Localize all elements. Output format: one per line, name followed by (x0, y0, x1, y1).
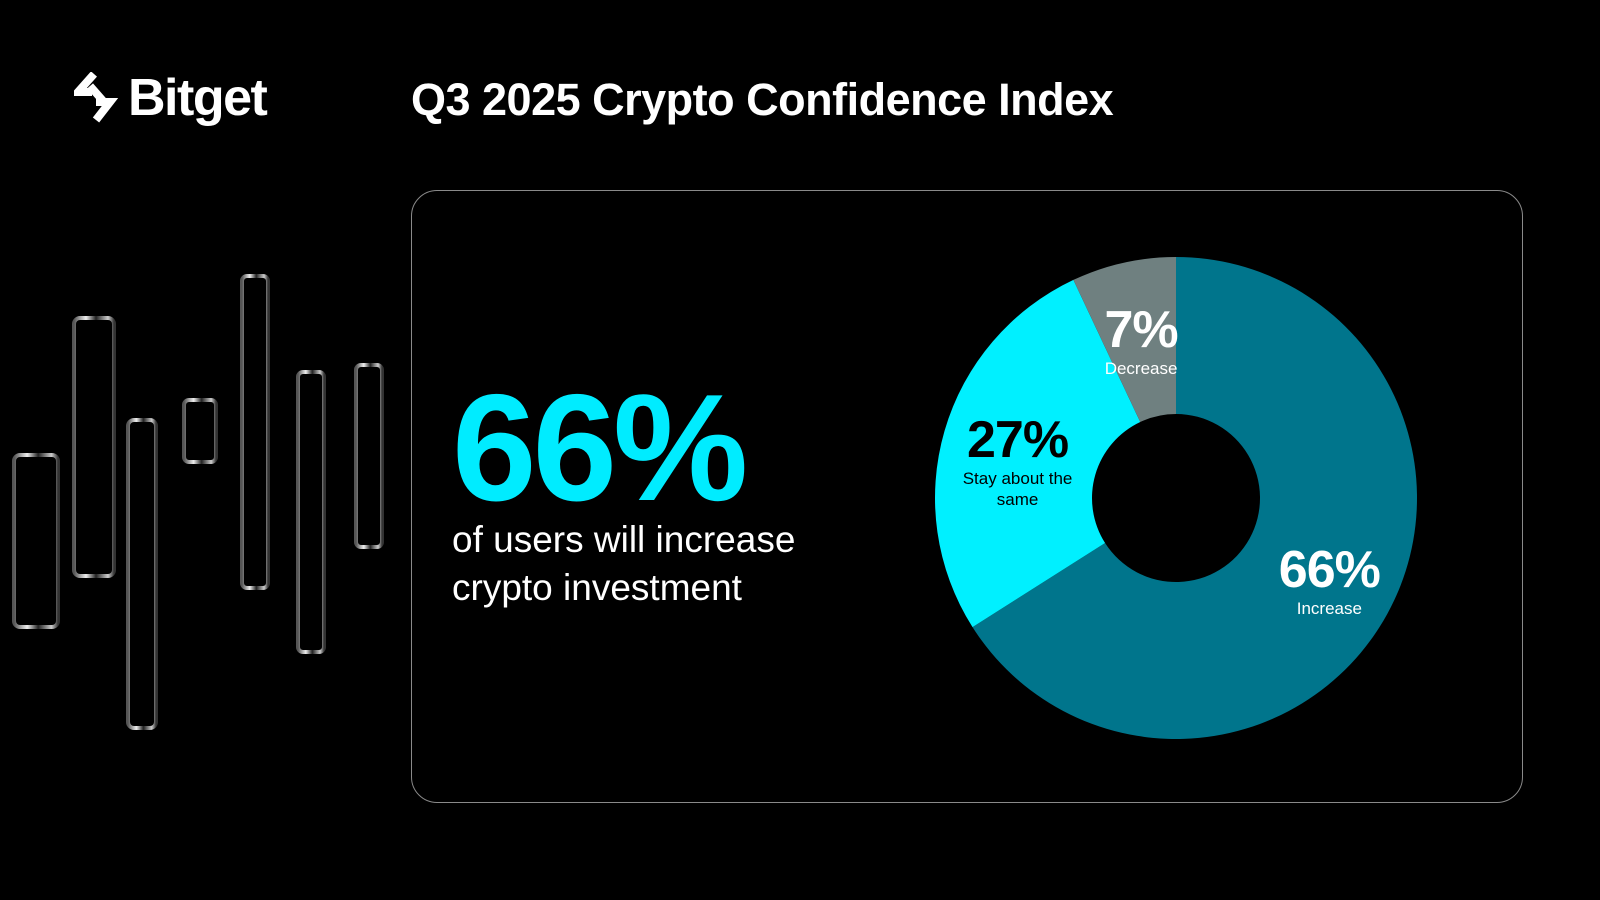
slice-label: 7% Decrease (1104, 300, 1179, 379)
highlight-value: 66% (452, 363, 748, 533)
chart-card (411, 190, 1523, 803)
decorative-glass-bars (12, 274, 384, 730)
brand-name: Bitget (128, 69, 268, 127)
slice-name: Increase (1296, 599, 1362, 619)
slice-decrease (1073, 257, 1176, 422)
highlight-caption: of users will increase crypto investment (452, 516, 795, 612)
slice-value: 27% (967, 410, 1069, 469)
slice-label: 27% Stay about the same (953, 414, 1083, 510)
slice-stay-about-the-same (934, 279, 1141, 628)
slice-name: Decrease (1104, 358, 1178, 378)
bitget-logo: Bitget (74, 68, 268, 128)
slice-value: 7% (1104, 300, 1179, 359)
slice-value: 66% (1278, 541, 1381, 600)
slice-increase (972, 257, 1418, 740)
caption-line-1: of users will increase (452, 519, 796, 560)
slice-label: 66% Increase (1278, 541, 1381, 619)
caption-line-2: crypto investment (452, 567, 742, 608)
slice-name: Stay about the same (962, 468, 1073, 509)
page-title: Q3 2025 Crypto Confidence Index (411, 74, 1114, 125)
bitget-arrows-icon (74, 72, 119, 123)
